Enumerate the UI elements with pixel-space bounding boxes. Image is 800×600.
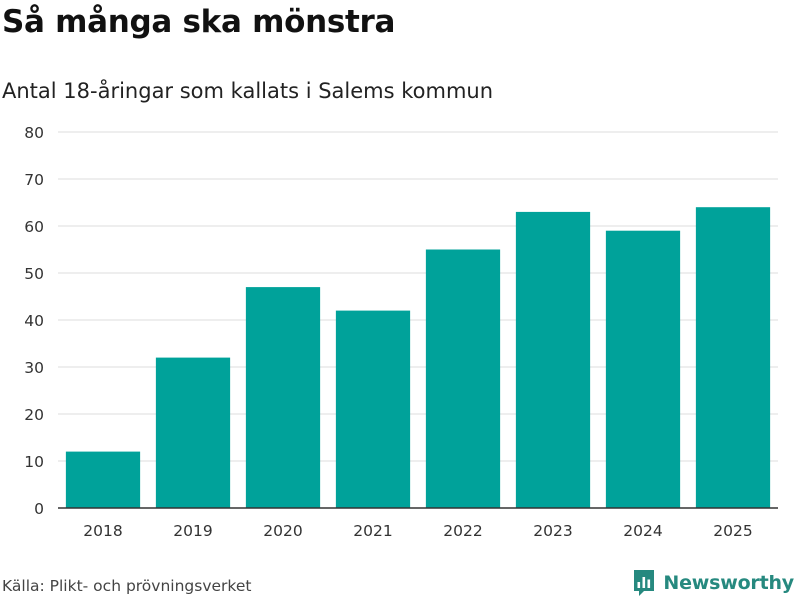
x-tick-label-2020: 2020 xyxy=(263,522,302,540)
bar-2024 xyxy=(605,230,681,508)
bar-2022 xyxy=(425,249,501,508)
y-tick-label-20: 20 xyxy=(24,406,44,424)
x-tick-label-2019: 2019 xyxy=(173,522,212,540)
brand-logo: Newsworthy xyxy=(632,568,794,598)
chart-title: Så många ska mönstra xyxy=(2,4,396,40)
x-tick-label-2023: 2023 xyxy=(533,522,572,540)
bar-2020 xyxy=(245,287,321,508)
x-tick-label-2021: 2021 xyxy=(353,522,392,540)
y-tick-label-0: 0 xyxy=(34,500,44,518)
x-tick-label-2025: 2025 xyxy=(713,522,752,540)
bar-2025 xyxy=(695,207,771,508)
x-tick-label-2022: 2022 xyxy=(443,522,482,540)
bar-2023 xyxy=(515,211,591,508)
y-tick-label-80: 80 xyxy=(24,124,44,142)
y-tick-label-50: 50 xyxy=(24,265,44,283)
source-note: Källa: Plikt- och prövningsverket xyxy=(2,577,252,595)
y-tick-label-60: 60 xyxy=(24,218,44,236)
x-tick-label-2024: 2024 xyxy=(623,522,662,540)
y-tick-label-70: 70 xyxy=(24,171,44,189)
brand-name: Newsworthy xyxy=(663,572,794,594)
y-tick-label-30: 30 xyxy=(24,359,44,377)
x-tick-label-2018: 2018 xyxy=(83,522,122,540)
newsworthy-logo-icon xyxy=(634,570,655,596)
chart-subtitle: Antal 18-åringar som kallats i Salems ko… xyxy=(2,79,494,103)
bar-2019 xyxy=(155,357,231,508)
y-tick-label-10: 10 xyxy=(24,453,44,471)
y-tick-label-40: 40 xyxy=(24,312,44,330)
bar-2021 xyxy=(335,310,411,508)
bar-2018 xyxy=(65,451,141,508)
